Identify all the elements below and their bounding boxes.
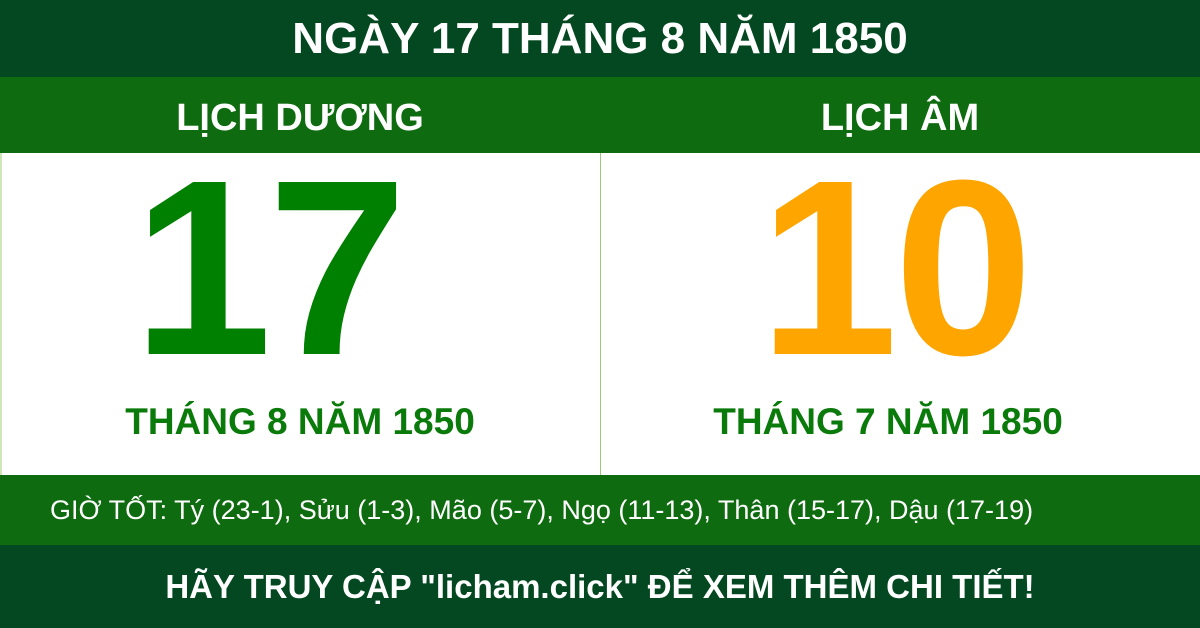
column-divider bbox=[600, 153, 601, 475]
footer-cta: HÃY TRUY CẬP "licham.click" ĐỂ XEM THÊM … bbox=[0, 545, 1200, 628]
left-border bbox=[0, 153, 2, 475]
good-hours: GIỜ TỐT: Tý (23-1), Sửu (1-3), Mão (5-7)… bbox=[0, 475, 1200, 545]
column-header-band: LỊCH DƯƠNG LỊCH ÂM bbox=[0, 77, 1200, 153]
lunar-month-year: THÁNG 7 NĂM 1850 bbox=[713, 401, 1063, 442]
page-title: NGÀY 17 THÁNG 8 NĂM 1850 bbox=[0, 0, 1200, 77]
solar-month-year: THÁNG 8 NĂM 1850 bbox=[125, 401, 475, 442]
solar-calendar-label: LỊCH DƯƠNG bbox=[176, 97, 424, 139]
lunar-day-number: 10 bbox=[758, 128, 1033, 407]
lunar-calendar-label: LỊCH ÂM bbox=[820, 97, 980, 139]
solar-day-number: 17 bbox=[132, 128, 407, 407]
